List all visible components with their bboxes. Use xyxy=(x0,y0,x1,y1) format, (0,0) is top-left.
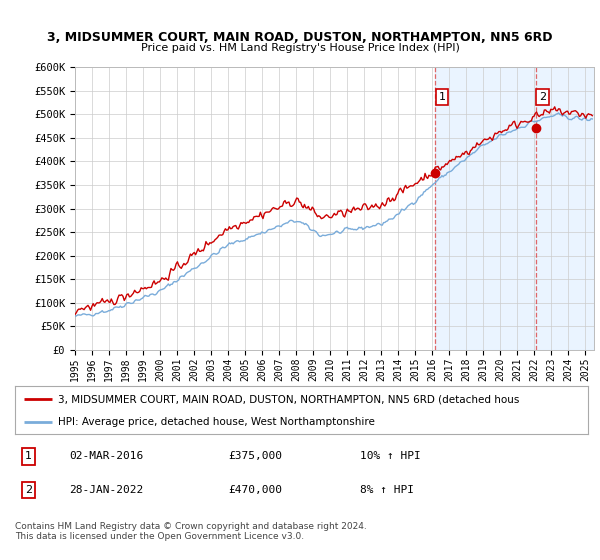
Text: 28-JAN-2022: 28-JAN-2022 xyxy=(69,485,143,495)
Text: 2: 2 xyxy=(539,92,547,102)
Text: 10% ↑ HPI: 10% ↑ HPI xyxy=(360,451,421,461)
Text: £470,000: £470,000 xyxy=(228,485,282,495)
Text: 8% ↑ HPI: 8% ↑ HPI xyxy=(360,485,414,495)
Text: Contains HM Land Registry data © Crown copyright and database right 2024.
This d: Contains HM Land Registry data © Crown c… xyxy=(15,522,367,542)
Text: 02-MAR-2016: 02-MAR-2016 xyxy=(69,451,143,461)
Text: HPI: Average price, detached house, West Northamptonshire: HPI: Average price, detached house, West… xyxy=(58,417,375,427)
Text: 1: 1 xyxy=(439,92,446,102)
Text: 3, MIDSUMMER COURT, MAIN ROAD, DUSTON, NORTHAMPTON, NN5 6RD: 3, MIDSUMMER COURT, MAIN ROAD, DUSTON, N… xyxy=(47,31,553,44)
Text: 3, MIDSUMMER COURT, MAIN ROAD, DUSTON, NORTHAMPTON, NN5 6RD (detached hous: 3, MIDSUMMER COURT, MAIN ROAD, DUSTON, N… xyxy=(58,394,520,404)
Bar xyxy=(435,67,594,350)
Text: 1: 1 xyxy=(25,451,32,461)
Text: 2: 2 xyxy=(25,485,32,495)
Text: Price paid vs. HM Land Registry's House Price Index (HPI): Price paid vs. HM Land Registry's House … xyxy=(140,43,460,53)
Text: £375,000: £375,000 xyxy=(228,451,282,461)
